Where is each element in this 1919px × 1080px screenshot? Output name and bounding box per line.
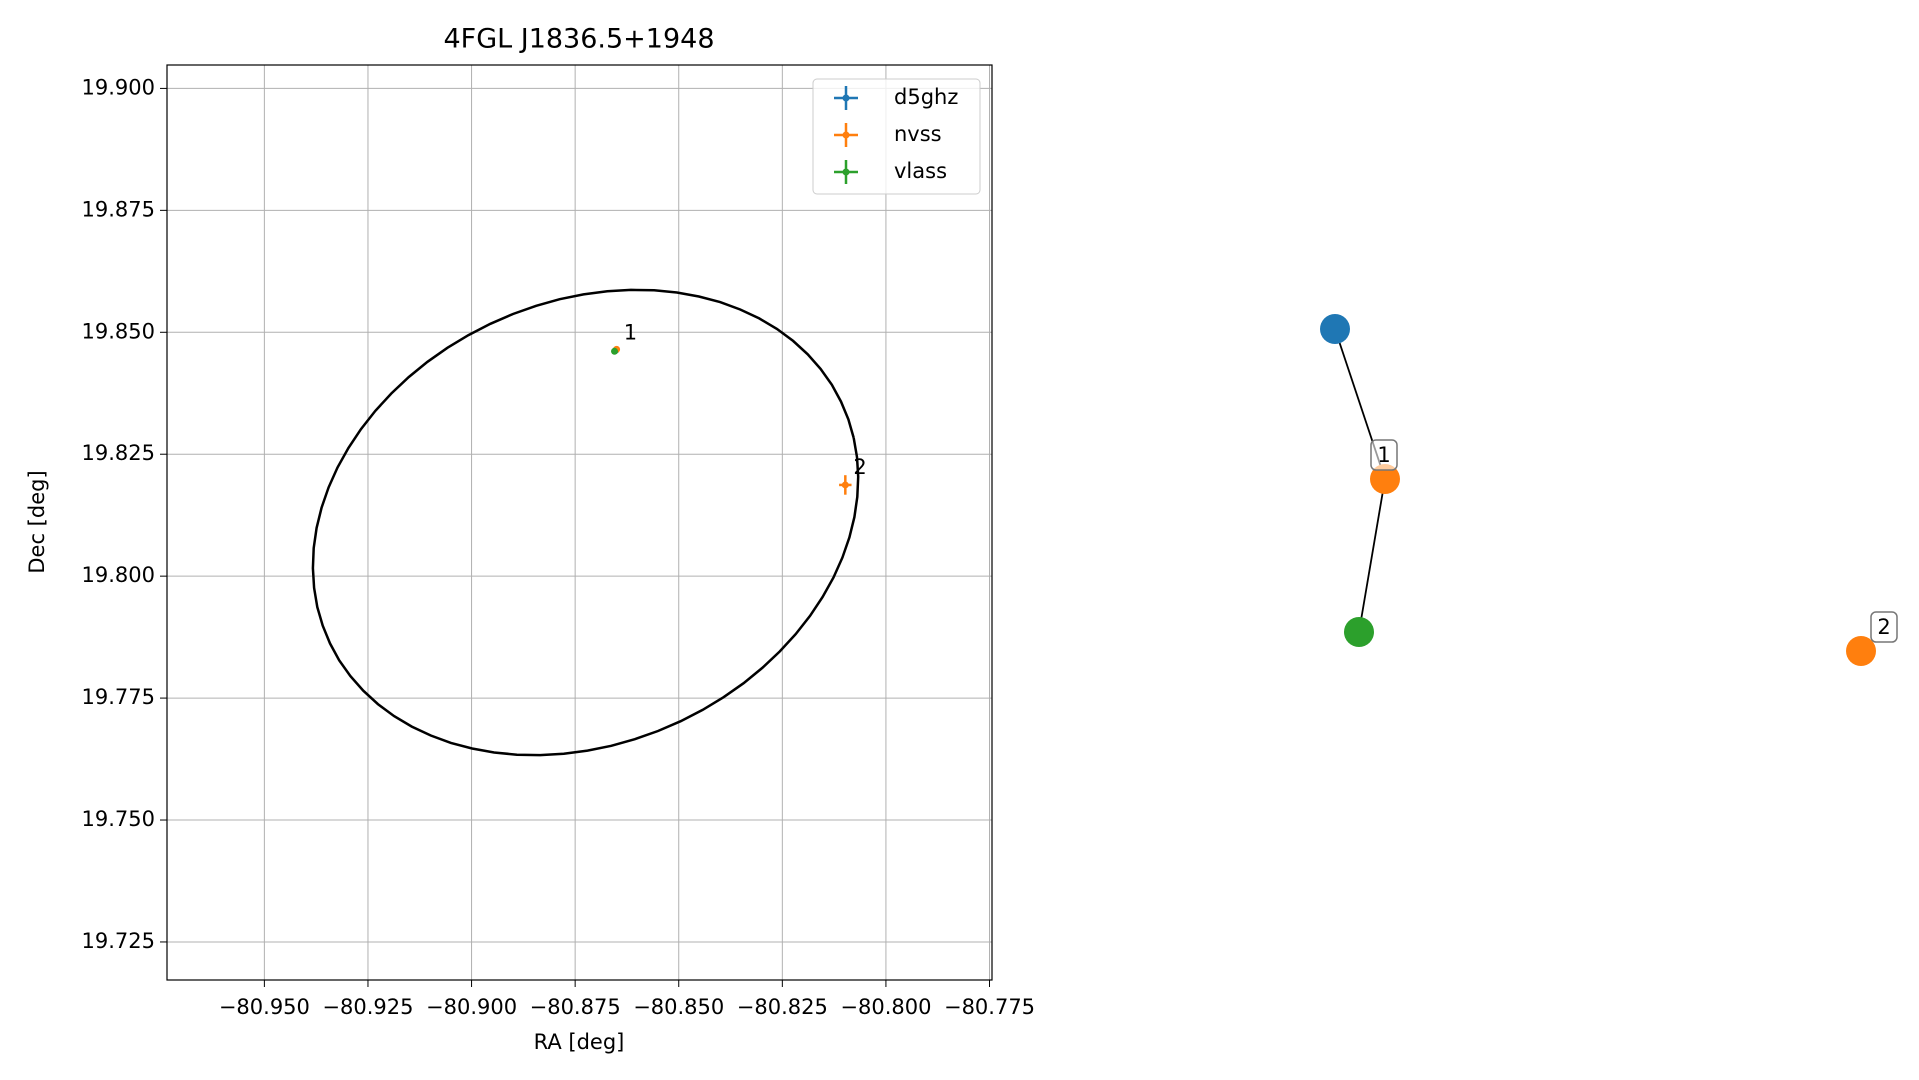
- y-tick-label: 19.850: [82, 319, 155, 343]
- graph-edge: [1358, 478, 1386, 633]
- x-tick-label: −80.925: [322, 995, 413, 1019]
- y-tick-label: 19.875: [82, 197, 155, 221]
- legend-marker: [842, 94, 850, 102]
- x-tick-label: −80.775: [944, 995, 1035, 1019]
- y-tick-label: 19.800: [82, 563, 155, 587]
- node-label-box: [1370, 439, 1398, 471]
- annotation: 1: [624, 320, 637, 344]
- graph-node: [1846, 636, 1876, 666]
- point: [611, 347, 619, 355]
- y-tick-label: 19.900: [82, 75, 155, 99]
- node-label-box: [1870, 611, 1898, 643]
- x-tick-label: −80.825: [737, 995, 828, 1019]
- y-tick-label: 19.825: [82, 441, 155, 465]
- x-tick-label: −80.900: [426, 995, 517, 1019]
- x-tick-label: −80.850: [633, 995, 724, 1019]
- x-tick-label: −80.875: [530, 995, 621, 1019]
- node-label: 1: [1377, 443, 1390, 467]
- legend-label: vlass: [894, 159, 947, 183]
- graph-node: [1370, 464, 1400, 494]
- legend-label: d5ghz: [894, 85, 958, 109]
- node-label: 2: [1877, 615, 1890, 639]
- annotation: 2: [853, 455, 866, 479]
- graph-node: [1344, 617, 1374, 647]
- x-tick-label: −80.950: [219, 995, 310, 1019]
- x-axis-label: RA [deg]: [534, 1030, 625, 1054]
- chart-title: 4FGL J1836.5+1948: [443, 24, 714, 55]
- y-tick-label: 19.750: [82, 807, 155, 831]
- legend-label: nvss: [894, 122, 942, 146]
- point: [841, 481, 849, 489]
- y-tick-label: 19.775: [82, 685, 155, 709]
- legend-box: [812, 78, 981, 195]
- x-tick-label: −80.800: [840, 995, 931, 1019]
- legend-marker: [842, 131, 850, 139]
- plot-frame: [166, 64, 993, 981]
- ellipse: [311, 288, 860, 757]
- y-tick-label: 19.725: [82, 929, 155, 953]
- graph-node: [1320, 314, 1350, 344]
- legend-marker: [842, 168, 850, 176]
- y-axis-label: Dec [deg]: [25, 470, 49, 573]
